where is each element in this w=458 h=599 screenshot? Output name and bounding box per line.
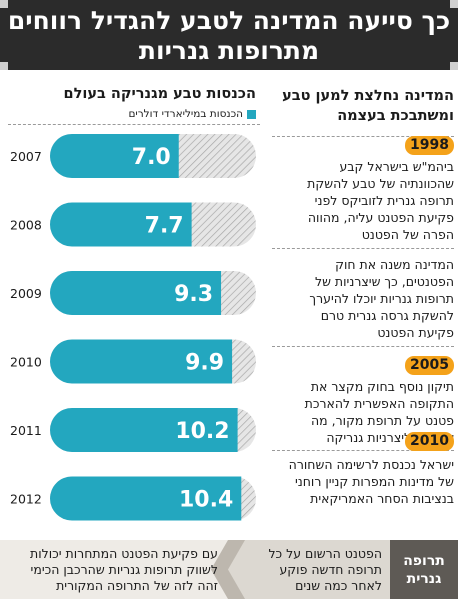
chart-legend: הכנסות במיליארדי דולרים xyxy=(128,108,256,120)
bar-2008 xyxy=(50,202,192,247)
corner-mark xyxy=(450,0,458,8)
year-label-2009: 2009 xyxy=(10,286,42,301)
text-line: פטנט על תרופת מקור, מה xyxy=(311,413,454,428)
year-label-2008: 2008 xyxy=(10,218,42,233)
corner-mark xyxy=(450,62,458,70)
value-label-2007: 7.0 xyxy=(132,145,171,170)
timeline-text-2005: תיקון נוסף בחוק מקצר את התקופה האפשרית ל… xyxy=(274,378,454,446)
text-line: ישראל נכנסת לרשימה השחורה xyxy=(288,457,454,472)
text-line: הפטנטים, כך שיצרניות של xyxy=(314,274,454,289)
revenue-chart: הכנסות טבע מגנריקה בעולם הכנסות במיליארד… xyxy=(8,86,260,526)
legend-label: הכנסות במיליארדי דולרים xyxy=(128,108,243,120)
arrow-shape xyxy=(228,540,390,599)
text-line: תרופות גנריות יוכלו להיערך xyxy=(309,291,454,306)
text-line: התקופה האפשרית להארכת xyxy=(304,396,454,411)
value-label-2009: 9.3 xyxy=(174,282,213,307)
text-line: עם פקיעת הפטנט המתחרות יכולות xyxy=(30,546,218,561)
patent-expiry-text: הפטנט הרשום על כל תרופה חדשה פוקע לאחר כ… xyxy=(242,546,382,594)
bar-2012 xyxy=(50,476,242,521)
text-line: זהה לזה של התרופה המקורית xyxy=(56,578,218,593)
explainer-arrows xyxy=(0,540,390,599)
text-line: ביהמ"ש בישראל קבע xyxy=(339,159,454,174)
chart-plot: 7.0 2007 7.7 2008 9.3 2009 9.9 2010 10.2 2011 10.4… xyxy=(10,134,256,521)
headline-line-1: כך סייעה המדינה לטבע להגדיל רווחים xyxy=(7,6,451,35)
generic-drug-explainer: תרופה גנרית הפטנט הרשום על כל תרופה חדשה… xyxy=(0,540,458,599)
divider xyxy=(8,124,260,125)
divider xyxy=(272,346,454,347)
timeline-heading-line-2: ומשתבכת בעצמה xyxy=(337,108,454,124)
bar-2007 xyxy=(50,134,179,178)
year-label-2007: 2007 xyxy=(10,149,42,164)
timeline-column: המדינה נחלצת למען טבע ומשתבכת בעצמה 1998… xyxy=(272,86,454,506)
bar-2009 xyxy=(50,271,222,315)
label-line: גנרית xyxy=(406,570,442,587)
value-label-2010: 9.9 xyxy=(185,351,224,376)
headline-line-2: מתרופות גנריות xyxy=(138,36,320,65)
year-badge-1998: 1998 xyxy=(405,136,454,155)
text-line: של מדינות המפרות קניין רוחני xyxy=(294,474,454,489)
year-label-2011: 2011 xyxy=(10,423,42,438)
bar-2011 xyxy=(50,408,238,452)
text-line: לשווק תרופות גנריות שהרכבן הכימי xyxy=(30,562,218,577)
text-line: המדינה משנה את חוק xyxy=(335,257,454,272)
text-line: הפרה של הפטנט xyxy=(361,227,454,242)
timeline-text-1998: ביהמ"ש בישראל קבע שהכוונתיה של טבע להשקת… xyxy=(274,158,454,243)
timeline-heading-line-1: המדינה נחלצת למען טבע xyxy=(282,88,454,104)
divider xyxy=(272,136,454,138)
text-line: תיקון נוסף בחוק מקצר את xyxy=(310,379,454,394)
bar-2010 xyxy=(50,339,233,384)
divider xyxy=(272,450,454,451)
generic-drug-label: תרופה גנרית xyxy=(390,540,458,599)
text-line: בנציבות הסחר האמריקאית xyxy=(310,491,454,506)
value-label-2011: 10.2 xyxy=(175,419,229,444)
corner-mark xyxy=(0,0,8,8)
text-line: לאחר כמה שנים xyxy=(295,578,382,593)
text-line: להשקת גרסה גנרית טרם xyxy=(320,308,454,323)
text-line: הפטנט הרשום על כל xyxy=(268,546,382,561)
timeline-text-patent-law: המדינה משנה את חוק הפטנטים, כך שיצרניות … xyxy=(274,256,454,341)
label-line: תרופה xyxy=(403,552,445,569)
corner-mark xyxy=(0,62,8,70)
divider xyxy=(272,248,454,249)
year-badge-2010: 2010 xyxy=(405,432,454,451)
text-line: פקיעת הפטנט עליה, מהווה xyxy=(307,210,454,225)
headline-banner: כך סייעה המדינה לטבע להגדיל רווחים מתרופ… xyxy=(0,0,458,70)
text-line: שהכוונתיה של טבע להשקת xyxy=(307,176,454,191)
text-line: תרופה חדשה פוקע xyxy=(279,562,382,577)
legend-swatch xyxy=(247,109,256,119)
text-line: תרופה גנרית לזוביקס לפני xyxy=(314,193,454,208)
year-label-2010: 2010 xyxy=(10,355,42,370)
value-label-2012: 10.4 xyxy=(179,488,233,513)
arrow-shape xyxy=(0,540,228,599)
year-badge-2005: 2005 xyxy=(405,356,454,375)
chart-title: הכנסות טבע מגנריקה בעולם xyxy=(63,86,256,102)
competitors-text: עם פקיעת הפטנט המתחרות יכולות לשווק תרופ… xyxy=(4,546,218,594)
year-label-2012: 2012 xyxy=(10,492,42,507)
value-label-2008: 7.7 xyxy=(145,214,184,239)
text-line: פקיעת הפטנט xyxy=(377,325,454,340)
timeline-text-2010: ישראל נכנסת לרשימה השחורה של מדינות המפר… xyxy=(274,456,454,507)
